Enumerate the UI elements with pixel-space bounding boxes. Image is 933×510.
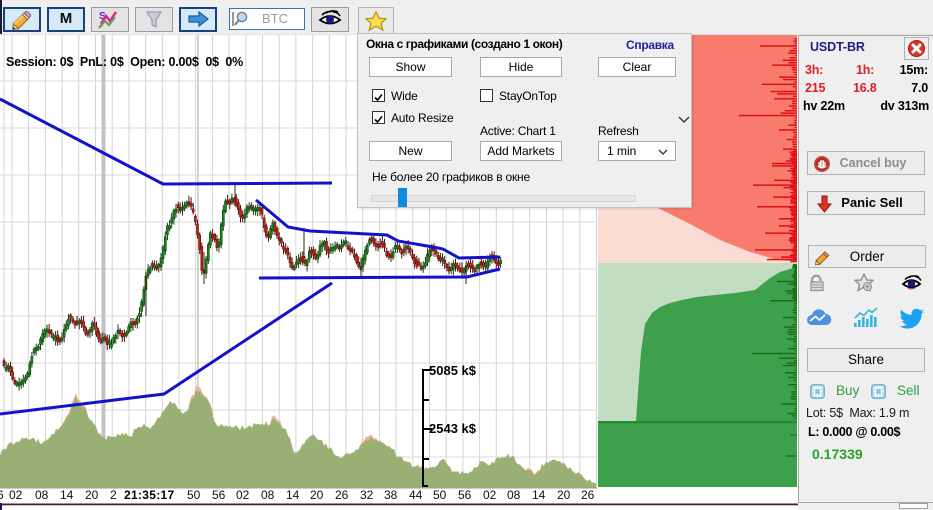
svg-text:BTC: BTC bbox=[262, 11, 288, 26]
svg-text:S: S bbox=[99, 11, 106, 22]
